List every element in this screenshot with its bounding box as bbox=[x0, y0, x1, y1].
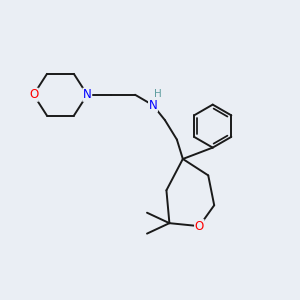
Text: N: N bbox=[148, 99, 158, 112]
Text: H: H bbox=[154, 89, 162, 99]
Text: O: O bbox=[195, 220, 204, 232]
Text: O: O bbox=[29, 88, 38, 101]
Text: N: N bbox=[83, 88, 92, 101]
